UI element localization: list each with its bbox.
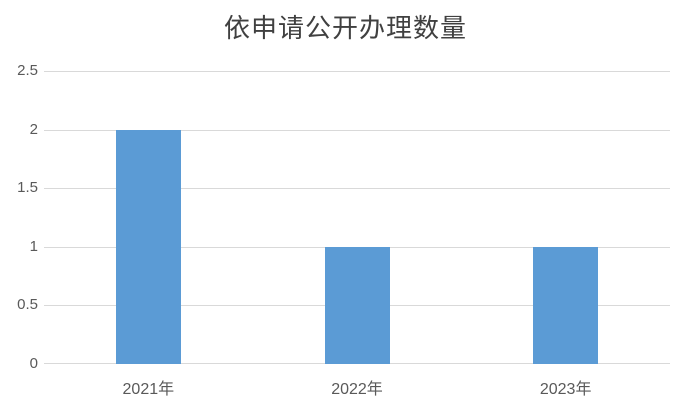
y-tick-label: 1: [29, 237, 38, 255]
x-axis: 2021年 2022年 2023年: [44, 365, 670, 405]
y-tick-label: 0.5: [17, 296, 38, 314]
gridline: [44, 129, 670, 131]
chart-title: 依申请公开办理数量: [223, 14, 467, 44]
plot-area: [44, 71, 670, 364]
y-tick-label: 2.5: [17, 62, 38, 79]
x-tick-label: 2021年: [122, 381, 175, 398]
bar-2022年: [324, 246, 390, 364]
x-tick-label: 2022年: [331, 381, 383, 398]
y-tick-label: 0: [29, 355, 38, 372]
y-axis: 0 0.5 1 1.5 2 2.5: [0, 63, 38, 372]
gridline: [44, 188, 670, 190]
x-tick-label: 2023年: [539, 381, 592, 398]
y-tick-label: 1.5: [17, 179, 38, 197]
bar-2021年: [115, 129, 181, 364]
y-tick-label: 2: [29, 120, 38, 138]
gridline: [44, 71, 670, 72]
bar-2023年: [533, 246, 599, 364]
